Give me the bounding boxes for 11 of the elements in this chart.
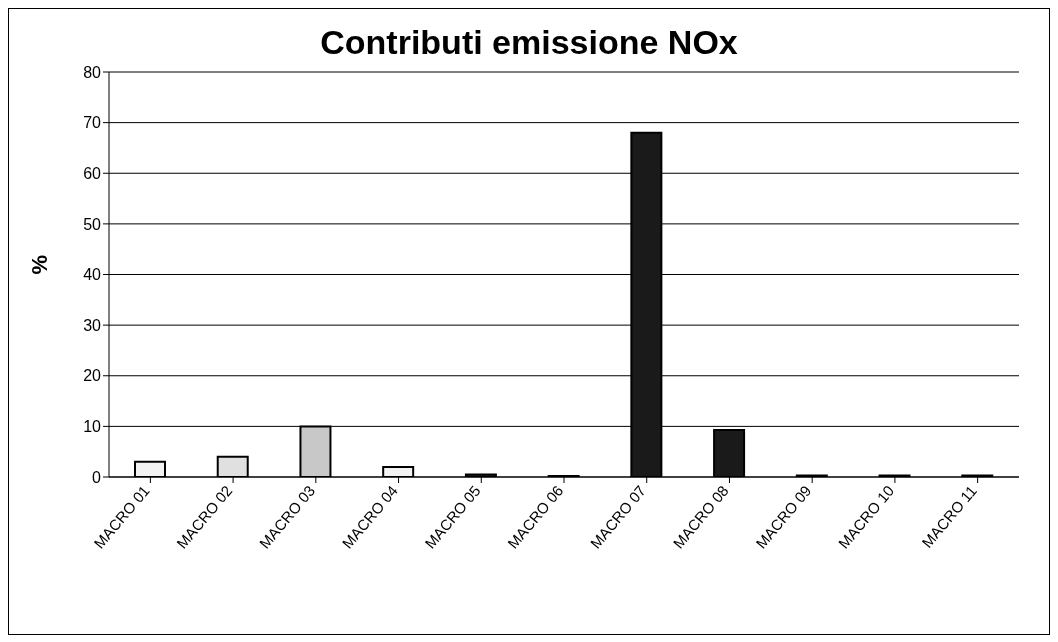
y-tick-label: 80 <box>83 63 102 81</box>
y-tick-label: 40 <box>83 266 102 284</box>
y-tick-label: 0 <box>92 468 102 486</box>
y-axis-title: % <box>26 254 52 275</box>
y-tick-label: 50 <box>83 215 102 233</box>
y-tick-label: 70 <box>83 114 102 132</box>
y-tick-label: 20 <box>83 367 102 385</box>
y-tick-label: 60 <box>83 164 102 182</box>
y-tick-label: 10 <box>83 418 102 436</box>
chart-title: Contributi emissione NOx <box>319 23 739 62</box>
y-tick-label: 30 <box>83 316 102 334</box>
